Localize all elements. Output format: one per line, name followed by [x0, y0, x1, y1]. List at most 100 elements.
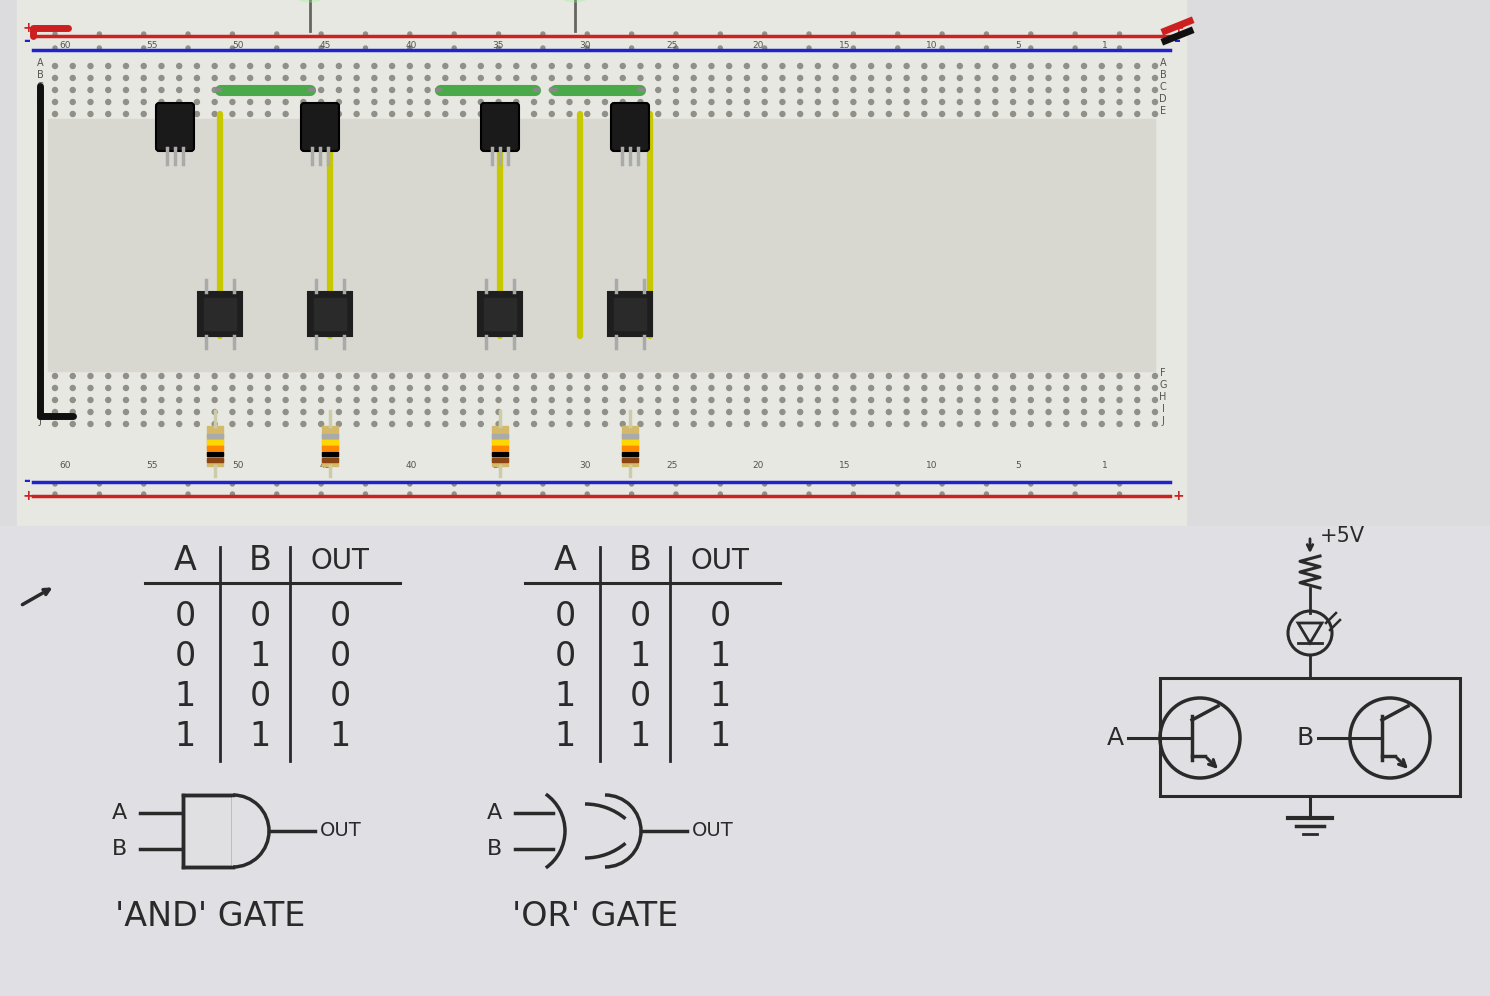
Circle shape	[88, 374, 92, 378]
Bar	[492, 452, 508, 456]
Circle shape	[922, 64, 927, 69]
Circle shape	[1046, 100, 1050, 105]
Text: I: I	[39, 404, 42, 414]
Circle shape	[620, 409, 626, 414]
Circle shape	[460, 88, 465, 93]
Circle shape	[851, 374, 855, 378]
Circle shape	[638, 385, 644, 390]
Circle shape	[1100, 385, 1104, 390]
Circle shape	[568, 409, 572, 414]
Circle shape	[319, 421, 323, 426]
Circle shape	[709, 409, 714, 414]
Circle shape	[992, 64, 998, 69]
Circle shape	[389, 76, 395, 81]
Text: I: I	[1162, 404, 1165, 414]
Circle shape	[283, 385, 288, 390]
Circle shape	[283, 374, 288, 378]
Circle shape	[229, 374, 235, 378]
Circle shape	[1046, 421, 1050, 426]
Circle shape	[514, 112, 519, 117]
Circle shape	[355, 421, 359, 426]
Circle shape	[940, 492, 945, 496]
Circle shape	[992, 100, 998, 105]
Circle shape	[940, 374, 945, 378]
Circle shape	[833, 409, 839, 414]
Circle shape	[496, 112, 501, 117]
Circle shape	[656, 385, 660, 390]
Circle shape	[194, 409, 200, 414]
Circle shape	[1028, 409, 1033, 414]
Circle shape	[514, 76, 519, 81]
Circle shape	[372, 397, 377, 402]
Circle shape	[1010, 421, 1016, 426]
Circle shape	[638, 397, 644, 402]
Circle shape	[1152, 112, 1158, 117]
Circle shape	[745, 88, 749, 93]
Text: 1: 1	[249, 639, 271, 672]
Circle shape	[568, 421, 572, 426]
Circle shape	[124, 112, 128, 117]
Circle shape	[1100, 64, 1104, 69]
Circle shape	[887, 397, 891, 402]
Circle shape	[212, 112, 218, 117]
Text: 25: 25	[666, 41, 678, 50]
Circle shape	[1118, 385, 1122, 390]
Circle shape	[282, 0, 338, 2]
Circle shape	[763, 385, 767, 390]
Circle shape	[550, 76, 554, 81]
Circle shape	[584, 374, 590, 378]
Circle shape	[745, 397, 749, 402]
Bar	[621, 434, 638, 438]
Circle shape	[301, 421, 305, 426]
Circle shape	[194, 421, 200, 426]
Text: 1: 1	[329, 719, 350, 753]
Circle shape	[407, 409, 413, 414]
Circle shape	[887, 100, 891, 105]
Text: 0: 0	[629, 600, 651, 632]
Circle shape	[1028, 492, 1033, 496]
Circle shape	[407, 421, 413, 426]
Circle shape	[443, 100, 448, 105]
Circle shape	[212, 100, 218, 105]
Circle shape	[887, 76, 891, 81]
Circle shape	[887, 421, 891, 426]
Circle shape	[532, 100, 536, 105]
Bar	[621, 458, 638, 462]
Circle shape	[355, 409, 359, 414]
Bar	[621, 440, 638, 444]
Circle shape	[142, 385, 146, 390]
Circle shape	[763, 482, 767, 486]
Circle shape	[301, 409, 305, 414]
Circle shape	[319, 482, 323, 486]
Circle shape	[319, 88, 323, 93]
Bar	[322, 426, 338, 466]
Text: 20: 20	[752, 461, 764, 470]
Circle shape	[656, 76, 660, 81]
Circle shape	[620, 100, 626, 105]
Circle shape	[106, 374, 110, 378]
Circle shape	[833, 64, 839, 69]
Text: D: D	[36, 94, 43, 104]
Circle shape	[851, 409, 855, 414]
Text: +: +	[22, 21, 34, 35]
Circle shape	[727, 385, 732, 390]
Circle shape	[443, 385, 448, 390]
Circle shape	[851, 76, 855, 81]
Circle shape	[142, 112, 146, 117]
Circle shape	[869, 64, 873, 69]
Circle shape	[319, 409, 323, 414]
Circle shape	[372, 421, 377, 426]
Circle shape	[763, 100, 767, 105]
Circle shape	[301, 385, 305, 390]
Circle shape	[584, 421, 590, 426]
Circle shape	[673, 374, 678, 378]
Text: 0: 0	[329, 600, 350, 632]
Circle shape	[620, 385, 626, 390]
Circle shape	[1028, 421, 1033, 426]
Circle shape	[727, 100, 732, 105]
Circle shape	[922, 397, 927, 402]
Circle shape	[355, 88, 359, 93]
Circle shape	[319, 492, 323, 496]
Circle shape	[70, 397, 74, 402]
Circle shape	[779, 374, 785, 378]
